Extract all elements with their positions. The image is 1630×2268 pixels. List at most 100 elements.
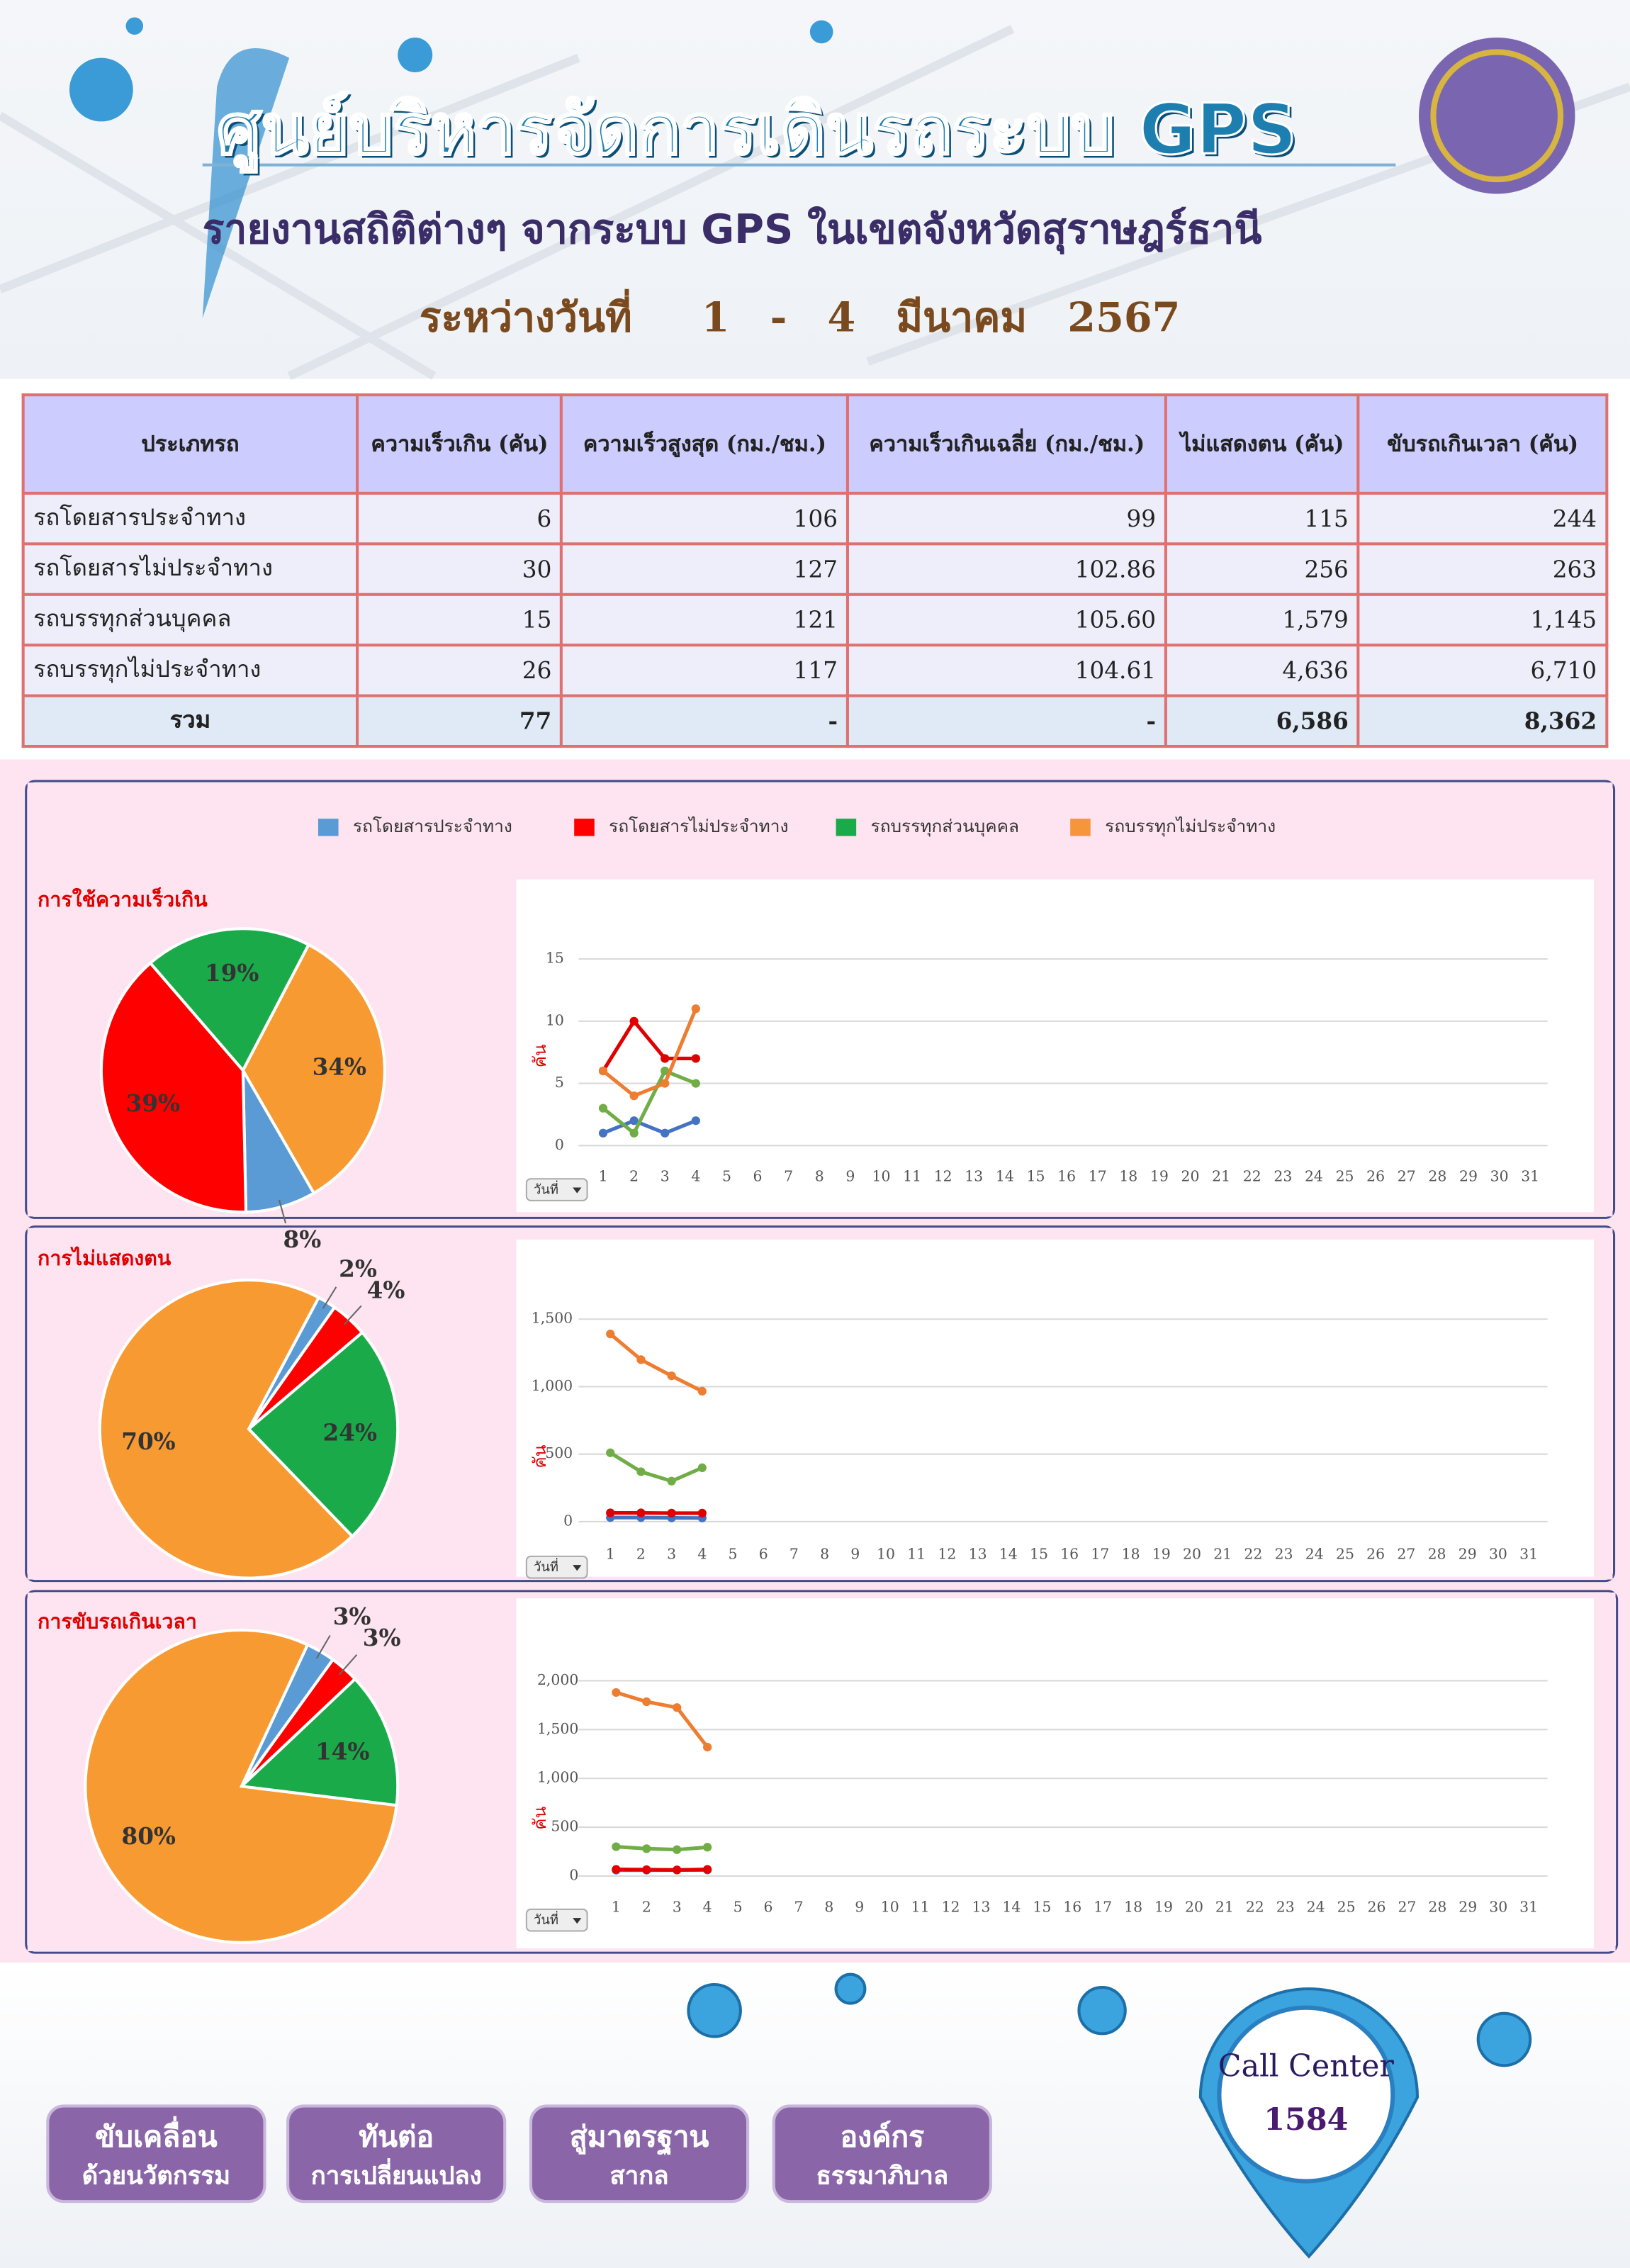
- y-axis-label: คัน: [529, 1806, 550, 1829]
- table-cell: 263: [1357, 542, 1609, 596]
- x-tick-label: 28: [1428, 1898, 1446, 1915]
- y-tick-label: 1,000: [537, 1769, 578, 1786]
- x-tick-label: 7: [784, 1168, 793, 1185]
- x-tick-label: 6: [753, 1168, 763, 1185]
- table-row: รถโดยสารประจำทาง 6 106 99 115 244: [21, 491, 1609, 546]
- x-tick-label: 21: [1212, 1168, 1230, 1185]
- table-cell: 117: [560, 644, 850, 697]
- series-line: [609, 1332, 703, 1393]
- day-dropdown: [525, 1555, 588, 1579]
- y-axis-label: คัน: [529, 1044, 550, 1067]
- x-tick-label: 26: [1366, 1168, 1385, 1185]
- x-tick-label: 30: [1490, 1168, 1509, 1185]
- x-tick-label: 29: [1458, 1898, 1477, 1915]
- table-cell: รถโดยสารไม่ประจำทาง: [21, 542, 359, 596]
- series-point: [606, 1330, 615, 1339]
- x-tick-label: 6: [764, 1898, 773, 1915]
- x-tick-label: 7: [794, 1898, 803, 1915]
- button-text: ธรรมาภิบาล: [816, 2162, 949, 2191]
- x-tick-label: 1: [612, 1898, 621, 1915]
- x-tick-label: 16: [1060, 1545, 1079, 1562]
- x-tick-label: 10: [881, 1898, 899, 1915]
- button-text: ทันต่อ: [359, 2118, 434, 2154]
- footer-button: ทันต่อการเปลี่ยนแปลง: [286, 2104, 507, 2204]
- legend-swatch: [1070, 819, 1091, 836]
- table-cell: รถบรรทุกส่วนบุคคล: [21, 593, 359, 647]
- table-header-cell: ขับรถเกินเวลา (คัน): [1357, 393, 1609, 495]
- series-point: [629, 1128, 639, 1138]
- x-tick-label: 15: [1030, 1545, 1048, 1562]
- leader-line: [278, 1199, 287, 1224]
- x-tick-label: 24: [1305, 1168, 1323, 1185]
- pie-label: 8%: [283, 1225, 322, 1253]
- legend-label: รถโดยสารไม่ประจำทาง: [609, 816, 788, 836]
- footer-button: ขับเคลื่อน ด้วยนวัตกรรม: [46, 2104, 266, 2204]
- x-tick-label: 11: [907, 1545, 926, 1562]
- pie-label: 2%: [339, 1255, 377, 1283]
- button-text: สากล: [609, 2162, 669, 2191]
- x-tick-label: 25: [1337, 1898, 1356, 1915]
- title: ศูนย์บริหารจัดการเดินรถระบบ GPS: [216, 89, 1298, 172]
- footer-button: สู่มาตรฐาน สากล: [529, 2104, 750, 2204]
- x-tick-label: 3: [661, 1168, 670, 1185]
- series-point: [691, 1004, 700, 1014]
- x-tick-label: 14: [999, 1545, 1018, 1562]
- x-tick-label: 17: [1089, 1168, 1107, 1185]
- x-tick-label: 13: [972, 1898, 991, 1915]
- day-dropdown: [525, 1178, 588, 1201]
- pie-label: 3%: [363, 1624, 401, 1651]
- series-point: [642, 1844, 651, 1853]
- stats-table: ประเภทรถ ความเร็วเกิน (คัน) ความเร็วสูงสุด…: [21, 393, 1609, 748]
- series-point: [606, 1508, 615, 1517]
- x-tick-label: 12: [942, 1898, 960, 1915]
- table-row: รถโดยสารไม่ประจำทาง 30 127 102.86 256 263: [21, 542, 1609, 596]
- x-tick-label: 24: [1305, 1545, 1324, 1562]
- legend-swatch: [836, 819, 857, 836]
- series-point: [691, 1054, 700, 1063]
- x-tick-label: 29: [1458, 1545, 1477, 1562]
- date-range: ระหว่างวันที่ 1-4 มีนาคม 2567: [420, 286, 1221, 350]
- table-cell: 121: [560, 593, 850, 647]
- x-tick-label: 19: [1154, 1898, 1173, 1915]
- x-tick-label: 2: [629, 1168, 639, 1185]
- button-text: ขับเคลื่อน: [95, 2118, 218, 2154]
- series-point: [629, 1016, 639, 1026]
- legend-swatch: [574, 819, 595, 836]
- series-point: [673, 1865, 682, 1875]
- x-tick-label: 4: [697, 1545, 707, 1562]
- pie-label: 34%: [313, 1052, 366, 1080]
- x-tick-label: 31: [1519, 1898, 1538, 1915]
- date-part: -: [770, 293, 787, 342]
- x-tick-label: 1: [599, 1168, 608, 1185]
- x-tick-label: 8: [820, 1545, 829, 1562]
- table-header-cell: ไม่แสดงตน (คัน): [1164, 393, 1361, 495]
- table-row: รถบรรทุกไม่ประจำทาง 26 117 104.61 4,636 6,710: [21, 644, 1609, 697]
- x-tick-label: 31: [1521, 1168, 1539, 1185]
- date-part: ระหว่างวันที่: [419, 293, 632, 342]
- table-cell: 1,145: [1357, 593, 1609, 647]
- x-tick-label: 14: [1002, 1898, 1021, 1915]
- series-point: [667, 1476, 676, 1486]
- x-tick-label: 6: [759, 1545, 768, 1562]
- x-tick-label: 14: [996, 1168, 1014, 1185]
- button-text: การเปลี่ยนแปลง: [310, 2162, 482, 2191]
- table-cell: 99: [846, 491, 1168, 546]
- x-tick-label: 3: [667, 1545, 676, 1562]
- footer-button: องค์กร ธรรมาภิบาล: [772, 2104, 992, 2204]
- series-point: [606, 1448, 615, 1457]
- day-dropdown-label: วันที่: [534, 1181, 558, 1198]
- table-cell: 26: [356, 644, 563, 697]
- day-dropdown-label: วันที่: [534, 1911, 558, 1928]
- series-point: [629, 1116, 639, 1125]
- x-tick-label: 8: [824, 1898, 833, 1915]
- x-tick-label: 16: [1063, 1898, 1081, 1915]
- table-cell: -: [846, 694, 1168, 748]
- series-point: [642, 1865, 651, 1875]
- x-tick-label: 28: [1428, 1545, 1446, 1562]
- series-point: [598, 1128, 608, 1138]
- pie-slice: [99, 960, 248, 1214]
- x-tick-label: 19: [1150, 1168, 1169, 1185]
- series-line: [602, 1118, 697, 1135]
- y-tick-label: 15: [546, 950, 564, 967]
- pie-slice: [84, 1628, 398, 1944]
